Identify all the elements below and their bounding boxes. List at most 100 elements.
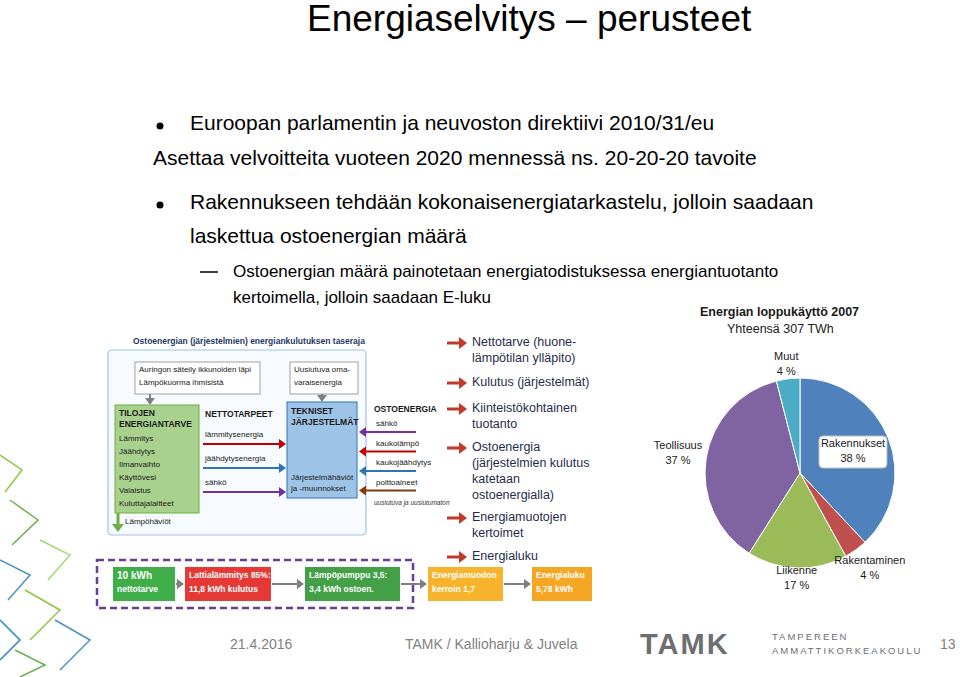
demand-item: Käyttövesi	[119, 473, 156, 482]
slice-label-value: 4 %	[830, 569, 910, 581]
demand-item: Jäähdytys	[119, 447, 155, 456]
step-text: (järjestelmien kulutus	[472, 456, 589, 470]
purchased-arrow	[359, 447, 416, 457]
step-arrow	[447, 551, 467, 563]
purchased-item: kaukolämpö	[376, 439, 419, 448]
systems-box	[287, 402, 357, 498]
purchased-arrow	[359, 427, 416, 437]
logo-name: TAMPEREEN	[772, 631, 848, 642]
step-text: katetaan	[472, 472, 520, 486]
arrow-head	[145, 398, 155, 405]
demand-item: Kuluttajalaitteet	[119, 499, 174, 508]
arrow-head	[359, 447, 366, 457]
systems-losses: ja -muunnokset	[291, 484, 346, 493]
arrow-head	[359, 427, 366, 437]
demand-item: Valaistus	[119, 486, 151, 495]
arrow-head	[112, 524, 124, 532]
arrow-head	[317, 395, 327, 402]
arrow-shaft	[447, 517, 459, 520]
arrow-head	[524, 579, 531, 589]
slice-label-value: 38 %	[813, 452, 893, 464]
arrow-head	[297, 579, 304, 589]
arrow-head	[459, 337, 467, 349]
arrow-head	[279, 463, 286, 473]
arrow-shaft	[117, 513, 120, 524]
slide-title: Energiaselvitys – perusteet	[307, 0, 751, 40]
arrow-shaft	[447, 342, 459, 345]
input-text: Auringon säteily ikkunoiden läpi	[139, 365, 251, 374]
arrow-shaft	[149, 394, 151, 398]
step-text: ostoenergialla)	[472, 488, 554, 502]
arrow-head	[279, 439, 286, 449]
chain-text: kerroin 1,7	[432, 584, 475, 594]
chain-arrow	[401, 579, 427, 589]
slice-label-value: 37 %	[638, 454, 718, 466]
chain-text: Lämpöpumppu 3,5:	[309, 570, 387, 580]
arrow-head	[459, 512, 467, 524]
chain-box	[428, 567, 503, 601]
net-needs-title: NETTOTARPEET	[205, 409, 273, 419]
net-need-arrow	[203, 487, 286, 497]
slice-label-name: Liikenne	[757, 564, 837, 576]
systems-losses: Järjestelmähäviöt	[291, 473, 353, 482]
chain-text: 11,8 kWh kulutus	[189, 584, 258, 594]
arrow-shaft	[366, 470, 416, 472]
demand-item: Lämmitys	[119, 434, 153, 443]
chain-box	[305, 567, 400, 601]
chain-box	[185, 567, 271, 601]
input-box	[135, 362, 260, 394]
purchased-title: OSTOENERGIA	[374, 404, 437, 414]
arrow-shaft	[366, 451, 416, 453]
renewable-box	[290, 362, 358, 394]
systems-title: TEKNISET	[291, 406, 333, 416]
decoration	[0, 620, 20, 660]
decoration	[10, 500, 38, 545]
arrow-head	[359, 486, 366, 496]
demand-item: Ilmanvaihto	[119, 460, 160, 469]
footer-date: 21.4.2016	[230, 636, 292, 652]
input-text: Lämpökuorma ihmisistä	[139, 378, 223, 387]
logo-name: AMMATTIKORKEAKOULU	[772, 645, 922, 656]
sub-bullet-text: kertoimella, jolloin saadaan E-luku	[233, 288, 491, 308]
sub-bullet-text: Ostoenergian määrä painotetaan energiato…	[233, 262, 778, 282]
footer-page: 13	[940, 636, 956, 652]
chain-text: Lattialämmitys 85%:	[189, 570, 271, 580]
chain-text: 10 kWh	[117, 570, 152, 581]
bullet-text: Euroopan parlamentin ja neuvoston direkt…	[190, 111, 714, 135]
systems-title: JÄRJESTELMÄT	[291, 417, 359, 427]
sub-bullet-dash	[200, 271, 218, 273]
net-need-item: sähkö	[205, 478, 226, 487]
renewable-arrow	[317, 394, 327, 402]
diagram-header: Ostoenergian (järjestelmien) energiankul…	[133, 336, 365, 346]
arrow-shaft	[366, 431, 416, 433]
step-arrow	[447, 442, 467, 454]
arrow-shaft	[447, 408, 459, 411]
heat-losses: Lämpöhäviöt	[125, 517, 171, 526]
slice-label-name: Teollisuus	[638, 439, 718, 451]
net-need-arrow	[203, 463, 286, 473]
decoration	[25, 590, 60, 640]
step-text: Kiinteistökohtainen	[472, 401, 577, 415]
logo-mark: TAMK	[640, 628, 730, 661]
chain-frame	[97, 560, 413, 608]
chart-title: Energian loppukäyttö 2007	[700, 305, 859, 319]
step-text: Energialuku	[472, 549, 538, 563]
chain-box	[113, 567, 175, 601]
decoration	[40, 540, 70, 580]
renewable-text: varaisenergia	[294, 378, 342, 387]
step-arrow	[447, 377, 467, 389]
arrow-shaft	[203, 443, 279, 445]
arrow-head	[459, 403, 467, 415]
step-arrow	[447, 337, 467, 349]
chain-text: nettotarve	[117, 584, 158, 594]
chain-arrow	[272, 579, 304, 589]
step-text: lämpötilan ylläpito)	[472, 351, 576, 365]
arrow-shaft	[447, 382, 459, 385]
renewable-text: Uusiutuva oma-	[294, 365, 350, 374]
chain-text: 3,4 kWh ostoen.	[309, 584, 374, 594]
demand-title: ENERGIANTARVE	[119, 419, 192, 429]
heat-loss-arrow	[112, 513, 124, 532]
arrow-shaft	[401, 583, 420, 585]
slice-label-value: 4 %	[746, 365, 826, 377]
purchased-item: sähkö	[376, 419, 397, 428]
